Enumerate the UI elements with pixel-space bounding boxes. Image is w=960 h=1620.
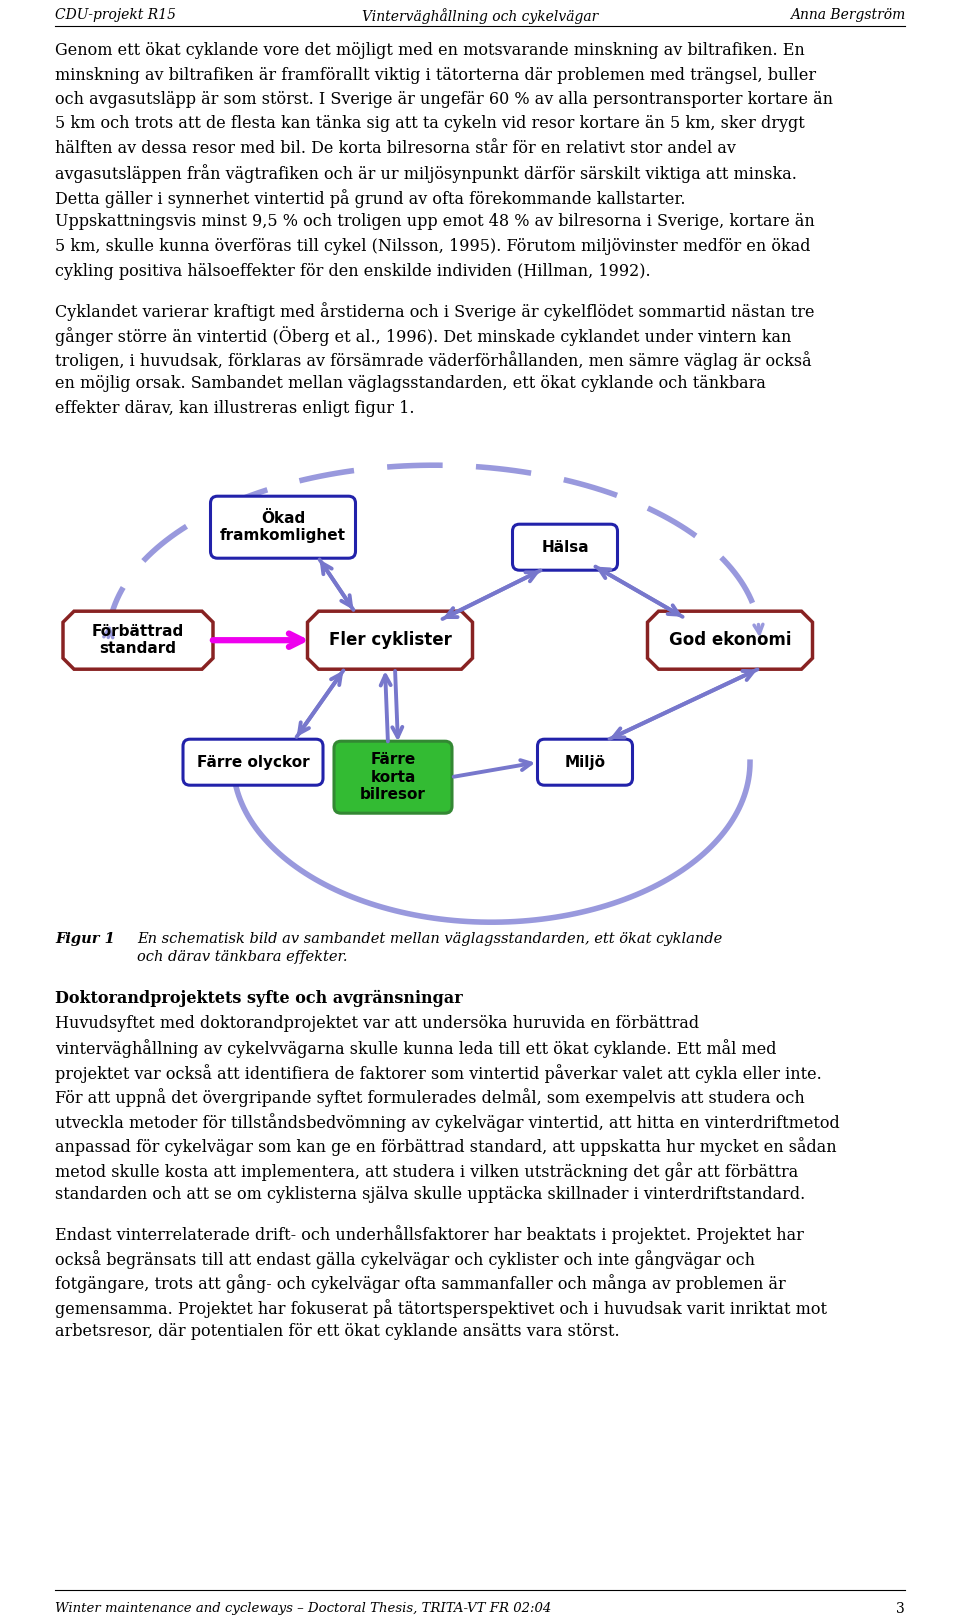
Polygon shape (647, 611, 812, 669)
Text: En schematisk bild av sambandet mellan väglagsstandarden, ett ökat cyklande: En schematisk bild av sambandet mellan v… (137, 931, 722, 946)
Text: troligen, i huvudsak, förklaras av försämrade väderförhållanden, men sämre vägla: troligen, i huvudsak, förklaras av försä… (55, 350, 811, 369)
Text: standarden och att se om cyklisterna själva skulle upptäcka skillnader i vinterd: standarden och att se om cyklisterna sjä… (55, 1186, 805, 1204)
Text: Cyklandet varierar kraftigt med årstiderna och i Sverige är cykelflödet sommarti: Cyklandet varierar kraftigt med årstider… (55, 301, 814, 321)
Text: Färre olyckor: Färre olyckor (197, 755, 309, 770)
Text: vinterväghållning av cykelvvägarna skulle kunna leda till ett ökat cyklande. Ett: vinterväghållning av cykelvvägarna skull… (55, 1038, 777, 1058)
Text: Uppskattningsvis minst 9,5 % och troligen upp emot 48 % av bilresorna i Sverige,: Uppskattningsvis minst 9,5 % och trolige… (55, 214, 815, 230)
Text: 5 km och trots att de flesta kan tänka sig att ta cykeln vid resor kortare än 5 : 5 km och trots att de flesta kan tänka s… (55, 115, 804, 133)
Text: Miljö: Miljö (564, 755, 606, 770)
Text: Vinterväghållning och cykelvägar: Vinterväghållning och cykelvägar (362, 8, 598, 24)
FancyBboxPatch shape (210, 496, 355, 559)
Text: och därav tänkbara effekter.: och därav tänkbara effekter. (137, 951, 348, 964)
FancyBboxPatch shape (183, 739, 323, 786)
Text: utveckla metoder för tillståndsbedvömning av cykelvägar vintertid, att hitta en : utveckla metoder för tillståndsbedvömnin… (55, 1113, 840, 1132)
Text: Ökad
framkomlighet: Ökad framkomlighet (220, 510, 346, 543)
Text: gemensamma. Projektet har fokuserat på tätortsperspektivet och i huvudsak varit : gemensamma. Projektet har fokuserat på t… (55, 1299, 827, 1317)
Text: God ekonomi: God ekonomi (669, 632, 791, 650)
Text: fotgängare, trots att gång- och cykelvägar ofta sammanfaller och många av proble: fotgängare, trots att gång- och cykelväg… (55, 1275, 785, 1293)
Text: en möjlig orsak. Sambandet mellan väglagsstandarden, ett ökat cyklande och tänkb: en möjlig orsak. Sambandet mellan väglag… (55, 376, 766, 392)
Text: Anna Bergström: Anna Bergström (790, 8, 905, 23)
Polygon shape (307, 611, 472, 669)
Text: avgasutsläppen från vägtrafiken och är ur miljösynpunkt därför särskilt viktiga : avgasutsläppen från vägtrafiken och är u… (55, 165, 797, 183)
Text: också begränsats till att endast gälla cykelvägar och cyklister och inte gångväg: också begränsats till att endast gälla c… (55, 1251, 755, 1268)
Text: anpassad för cykelvägar som kan ge en förbättrad standard, att uppskatta hur myc: anpassad för cykelvägar som kan ge en fö… (55, 1137, 836, 1157)
Text: minskning av biltrafiken är framförallt viktig i tätorterna där problemen med tr: minskning av biltrafiken är framförallt … (55, 66, 816, 84)
Text: 5 km, skulle kunna överföras till cykel (Nilsson, 1995). Förutom miljövinster me: 5 km, skulle kunna överföras till cykel … (55, 238, 810, 254)
FancyBboxPatch shape (513, 525, 617, 570)
Text: Huvudsyftet med doktorandprojektet var att undersöka huruvida en förbättrad: Huvudsyftet med doktorandprojektet var a… (55, 1014, 699, 1032)
Text: cykling positiva hälsoeffekter för den enskilde individen (Hillman, 1992).: cykling positiva hälsoeffekter för den e… (55, 262, 651, 280)
Text: Förbättrad
standard: Förbättrad standard (92, 624, 184, 656)
Text: Winter maintenance and cycleways – Doctoral Thesis, TRITA-VT FR 02:04: Winter maintenance and cycleways – Docto… (55, 1602, 551, 1615)
Text: gånger större än vintertid (Öberg et al., 1996). Det minskade cyklandet under vi: gånger större än vintertid (Öberg et al.… (55, 326, 791, 347)
Text: effekter därav, kan illustreras enligt figur 1.: effekter därav, kan illustreras enligt f… (55, 400, 415, 416)
Text: arbetsresor, där potentialen för ett ökat cyklande ansätts vara störst.: arbetsresor, där potentialen för ett öka… (55, 1324, 619, 1340)
Text: Detta gäller i synnerhet vintertid på grund av ofta förekommande kallstarter.: Detta gäller i synnerhet vintertid på gr… (55, 190, 685, 207)
Text: Genom ett ökat cyklande vore det möjligt med en motsvarande minskning av biltraf: Genom ett ökat cyklande vore det möjligt… (55, 42, 804, 58)
Text: För att uppnå det övergripande syftet formulerades delmål, som exempelvis att st: För att uppnå det övergripande syftet fo… (55, 1089, 804, 1106)
Text: Figur 1: Figur 1 (55, 931, 115, 946)
Text: Doktorandprojektets syfte och avgränsningar: Doktorandprojektets syfte och avgränsnin… (55, 990, 463, 1008)
Text: metod skulle kosta att implementera, att studera i vilken utsträckning det går a: metod skulle kosta att implementera, att… (55, 1162, 799, 1181)
Text: CDU-projekt R15: CDU-projekt R15 (55, 8, 176, 23)
Polygon shape (63, 611, 213, 669)
FancyBboxPatch shape (334, 742, 452, 813)
Text: och avgasutsläpp är som störst. I Sverige är ungefär 60 % av alla persontranspor: och avgasutsläpp är som störst. I Sverig… (55, 91, 833, 109)
Text: Hälsa: Hälsa (541, 539, 588, 554)
Text: hälften av dessa resor med bil. De korta bilresorna står för en relativt stor an: hälften av dessa resor med bil. De korta… (55, 139, 736, 157)
Text: Endast vinterrelaterade drift- och underhållsfaktorer har beaktats i projektet. : Endast vinterrelaterade drift- och under… (55, 1225, 804, 1244)
Text: Färre
korta
bilresor: Färre korta bilresor (360, 752, 426, 802)
FancyBboxPatch shape (538, 739, 633, 786)
Text: projektet var också att identifiera de faktorer som vintertid påverkar valet att: projektet var också att identifiera de f… (55, 1064, 822, 1082)
Text: 3: 3 (897, 1602, 905, 1617)
Text: Fler cyklister: Fler cyklister (328, 632, 451, 650)
